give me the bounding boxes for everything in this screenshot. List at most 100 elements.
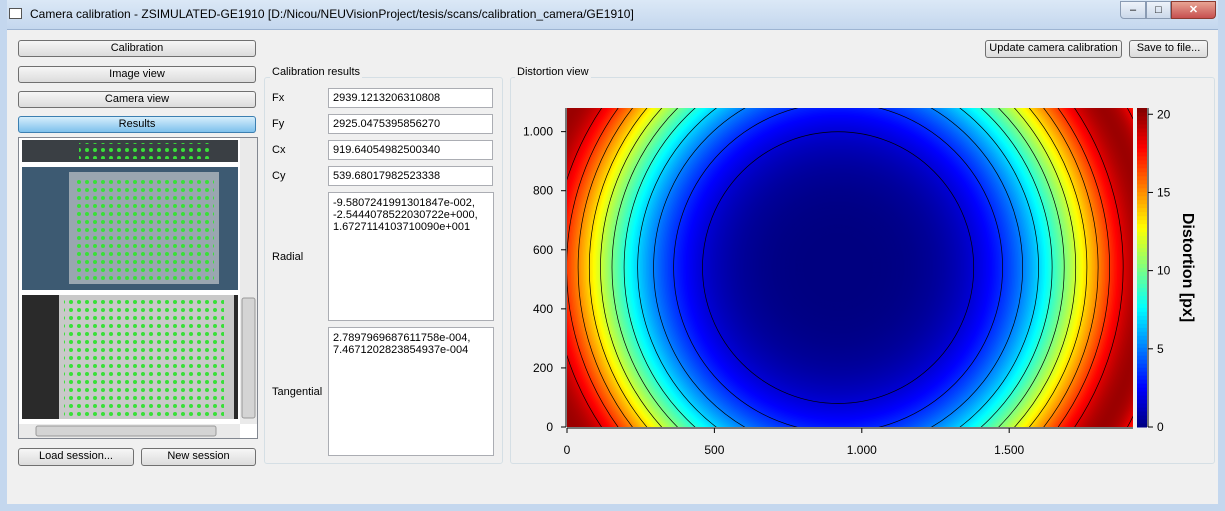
title-bar: Camera calibration - ZSIMULATED-GE1910 [… (0, 0, 1225, 30)
colorbar-segment (1137, 119, 1147, 125)
colorbar-segment (1137, 291, 1147, 296)
scroll-thumb[interactable] (35, 425, 217, 437)
colorbar-segment (1137, 111, 1147, 117)
distortion-group (510, 77, 1215, 464)
coefficients-box[interactable]: 2.7897969687611758e-004, 7.46712028238549… (328, 327, 494, 456)
nav-button[interactable]: Results (18, 116, 256, 133)
colorbar-segment (1137, 323, 1147, 328)
image-thumbnails (19, 138, 257, 438)
colorbar-segment (1137, 371, 1147, 376)
action-button[interactable]: Save to file... (1129, 40, 1208, 58)
colorbar-segment (1137, 143, 1147, 149)
nav-button[interactable]: Image view (18, 66, 256, 83)
colorbar-segment (1137, 419, 1147, 424)
coefficient-line: -2.5444078522030722e+000, (333, 209, 478, 221)
field-value[interactable]: 919.64054982500340 (328, 140, 493, 160)
colorbar-segment (1137, 403, 1147, 408)
session-button[interactable]: New session (141, 448, 256, 466)
colorbar-segment (1137, 355, 1147, 360)
image-list (18, 137, 258, 439)
colorbar-segment (1137, 407, 1147, 412)
colorbar-segment (1137, 243, 1147, 249)
app-icon (9, 8, 22, 19)
minimize-button[interactable]: – (1120, 1, 1146, 19)
contour-line (611, 108, 1065, 427)
colorbar-segment (1137, 171, 1147, 177)
colorbar-segment (1137, 303, 1147, 308)
colorbar-segment (1137, 151, 1147, 157)
colorbar-segment (1137, 307, 1147, 312)
colorbar-segment (1137, 247, 1147, 253)
colorbar-tick-label: 5 (1157, 342, 1164, 356)
colorbar-segment (1137, 207, 1147, 213)
colorbar-segment (1137, 311, 1147, 316)
contour-line (567, 108, 1110, 427)
nav-button[interactable]: Calibration (18, 40, 256, 57)
colorbar-segment (1137, 123, 1147, 129)
contour-line (637, 108, 1039, 427)
colorbar-label: Distortion [px] (1179, 213, 1196, 322)
field-label: Tangential (272, 386, 323, 398)
x-tick-label: 0 (564, 443, 571, 457)
field-label: Fx (272, 92, 285, 104)
results-group (264, 77, 503, 464)
field-value[interactable]: 539.68017982523338 (328, 166, 493, 186)
colorbar-segment (1137, 251, 1147, 257)
colorbar-segment (1137, 167, 1147, 173)
coefficients-box[interactable]: -9.5807241991301847e-002, -2.544407852203… (328, 192, 494, 321)
colorbar-segment (1137, 375, 1147, 380)
colorbar-segment (1137, 295, 1147, 300)
colorbar-segment (1137, 411, 1147, 416)
colorbar-segment (1137, 275, 1147, 280)
colorbar-segment (1137, 183, 1147, 189)
y-tick-label: 200 (533, 361, 553, 375)
nav-button[interactable]: Camera view (18, 91, 256, 108)
y-tick-label: 400 (533, 302, 553, 316)
colorbar-segment (1137, 147, 1147, 153)
field-label: Cy (272, 170, 286, 182)
dot-grid (64, 298, 224, 416)
colorbar-segment (1137, 239, 1147, 245)
field-label: Fy (272, 118, 285, 130)
contour-line (577, 108, 1099, 427)
contour-line (589, 108, 1088, 427)
colorbar-segment (1137, 319, 1147, 324)
field-value[interactable]: 2939.1213206310808 (328, 88, 493, 108)
x-tick-label: 1.000 (847, 443, 877, 457)
field-value[interactable]: 2925.0475395856270 (328, 114, 493, 134)
contour-line (567, 108, 1124, 427)
scroll-thumb[interactable] (241, 297, 256, 419)
colorbar-tick-label: 0 (1157, 420, 1164, 434)
colorbar-segment (1137, 199, 1147, 205)
colorbar-segment (1137, 159, 1147, 165)
colorbar-segment (1137, 219, 1147, 225)
heatmap (567, 108, 1133, 427)
colorbar-segment (1137, 267, 1147, 272)
colorbar-segment (1137, 359, 1147, 364)
colorbar-segment (1137, 175, 1147, 181)
colorbar-segment (1137, 343, 1147, 348)
y-tick-label: 1.000 (523, 125, 553, 139)
action-button[interactable]: Update camera calibration (985, 40, 1122, 58)
colorbar-segment (1137, 223, 1147, 229)
contour-line (600, 108, 1076, 427)
colorbar-segment (1137, 415, 1147, 420)
colorbar-segment (1137, 351, 1147, 356)
colorbar-segment (1137, 235, 1147, 241)
session-button[interactable]: Load session... (18, 448, 134, 466)
coefficient-line: 2.7897969687611758e-004, (333, 332, 471, 344)
colorbar-segment (1137, 395, 1147, 400)
colorbar-segment (1137, 139, 1147, 145)
close-button[interactable]: ✕ (1171, 1, 1216, 19)
colorbar-segment (1137, 127, 1147, 133)
maximize-button[interactable]: □ (1146, 1, 1171, 19)
dot-grid (79, 143, 209, 159)
colorbar-segment (1137, 215, 1147, 221)
colorbar-segment (1137, 283, 1147, 288)
group-title: Distortion view (515, 66, 591, 78)
y-tick-label: 600 (533, 243, 553, 257)
x-tick-label: 1.500 (994, 443, 1024, 457)
y-tick-label: 0 (546, 420, 553, 434)
